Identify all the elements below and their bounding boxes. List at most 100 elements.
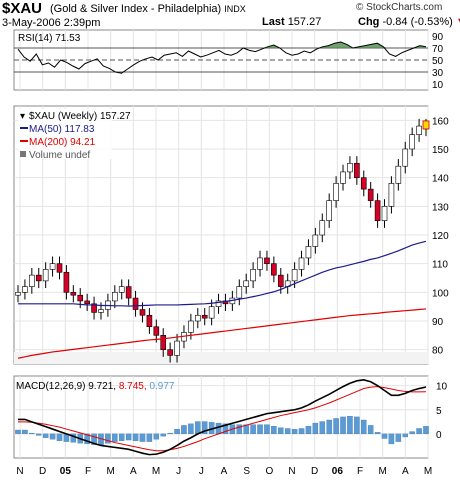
macd-histogram-bar bbox=[70, 433, 77, 443]
macd-histogram-bar bbox=[250, 424, 256, 435]
macd-histogram-bar bbox=[29, 432, 35, 435]
candle-body bbox=[264, 257, 270, 264]
candle-body bbox=[49, 263, 56, 270]
candle-body bbox=[153, 326, 160, 336]
x-tick-label: 06 bbox=[332, 466, 344, 477]
candle-body bbox=[201, 314, 208, 319]
macd-histogram-bar bbox=[236, 424, 243, 435]
candle-body bbox=[250, 269, 256, 282]
macd-histogram-bar bbox=[201, 421, 208, 435]
change: Chg -0.84 (-0.53%) ▼ bbox=[358, 16, 460, 28]
price-tick-label: 90 bbox=[432, 317, 444, 328]
candle-body bbox=[257, 257, 263, 270]
candle-body bbox=[326, 200, 332, 221]
x-tick-label: J bbox=[176, 466, 181, 477]
macd-histogram-bar bbox=[153, 433, 160, 440]
macd-tick-label: 0 bbox=[436, 430, 442, 441]
candle-body bbox=[388, 183, 395, 207]
macd-histogram-bar bbox=[333, 418, 339, 435]
legend-price-icon: ▾ bbox=[20, 111, 25, 122]
macd-histogram-bar bbox=[416, 428, 422, 435]
macd-histogram-bar bbox=[291, 429, 298, 435]
macd-histogram-bar bbox=[278, 427, 284, 435]
macd-label: MACD(12,26,9) 9.721, 8.745, 0.977 bbox=[16, 381, 175, 392]
macd-histogram-bar bbox=[305, 426, 312, 435]
macd-histogram-bar bbox=[264, 424, 270, 435]
macd-histogram-bar bbox=[326, 419, 332, 435]
candle-body bbox=[125, 286, 132, 299]
symbol-title: $XAU bbox=[2, 0, 43, 17]
volume-strip bbox=[14, 352, 428, 364]
macd-histogram-bar bbox=[243, 424, 249, 435]
candle-body bbox=[188, 320, 194, 333]
candle-body bbox=[146, 314, 153, 328]
candle-body bbox=[63, 271, 70, 293]
x-tick-label: D bbox=[39, 466, 46, 477]
candle-body bbox=[312, 234, 319, 247]
x-tick-label: N bbox=[16, 466, 23, 477]
price-tick-label: 110 bbox=[432, 260, 448, 271]
macd-histogram-bar bbox=[146, 433, 153, 442]
ma50-line bbox=[18, 240, 427, 307]
stockcharts-logo: © StockCharts.com bbox=[356, 2, 443, 13]
candle-body bbox=[354, 163, 360, 178]
candle-body bbox=[402, 148, 409, 167]
macd-histogram-bar bbox=[22, 429, 28, 435]
macd-histogram-bar bbox=[195, 421, 201, 435]
macd-tick-label: 10 bbox=[436, 382, 448, 393]
macd-histogram-bar bbox=[423, 426, 429, 435]
x-tick-label: A bbox=[130, 466, 137, 477]
macd-histogram-bar bbox=[361, 419, 367, 435]
candle-body bbox=[291, 269, 298, 282]
candle-body bbox=[381, 206, 388, 221]
candle-body bbox=[360, 177, 367, 190]
candle-body bbox=[29, 274, 35, 287]
chg-value: -0.84 (-0.53%) bbox=[382, 16, 453, 28]
legend-background bbox=[18, 109, 112, 159]
macd-histogram-bar bbox=[56, 433, 63, 441]
last-price: Last 157.27 bbox=[262, 16, 321, 28]
macd-histogram-bar bbox=[167, 432, 173, 435]
macd-histogram-bar bbox=[132, 433, 139, 441]
candle-body bbox=[374, 200, 381, 221]
rsi-tick-label: 90 bbox=[432, 32, 444, 43]
candle-body bbox=[319, 220, 326, 236]
down-arrow-icon: ▼ bbox=[456, 16, 460, 28]
x-tick-label: A bbox=[402, 466, 409, 477]
candle-body bbox=[139, 309, 146, 316]
price-tick-label: 120 bbox=[432, 231, 449, 242]
macd-histogram-bar bbox=[347, 415, 353, 435]
price-tick-label: 150 bbox=[432, 145, 449, 156]
candle-body bbox=[118, 286, 125, 293]
macd-histogram-bar bbox=[367, 425, 374, 435]
macd-histogram-bar bbox=[298, 428, 305, 435]
macd-signal-value: 8.745, bbox=[119, 381, 150, 392]
macd-tick-label: 5 bbox=[436, 406, 442, 417]
price-tick-label: 140 bbox=[432, 174, 449, 185]
last-label: Last bbox=[262, 16, 285, 28]
candle-body bbox=[42, 269, 49, 282]
candle-body bbox=[215, 300, 222, 307]
x-tick-label: F bbox=[85, 466, 91, 477]
macd-histogram-bar bbox=[257, 424, 263, 435]
x-tick-label: M bbox=[424, 466, 432, 477]
candle-body bbox=[56, 263, 63, 273]
candle-body bbox=[98, 309, 104, 313]
index-name: (Gold & Silver Index - Philadelphia) IND… bbox=[50, 3, 246, 15]
macd-hist-value: 0.977 bbox=[149, 381, 174, 392]
macd-histogram-bar bbox=[15, 429, 21, 435]
exchange-label: INDX bbox=[224, 4, 246, 14]
legend-volume-swatch bbox=[20, 151, 26, 157]
macd-signal-line bbox=[18, 386, 427, 452]
macd-histogram-bar bbox=[271, 426, 277, 435]
candle-body bbox=[347, 163, 353, 173]
candle-body bbox=[132, 297, 139, 310]
macd-histogram-bar bbox=[388, 433, 395, 445]
macd-histogram-bar bbox=[222, 423, 229, 435]
macd-line bbox=[18, 379, 427, 456]
x-tick-label: O bbox=[265, 466, 273, 477]
macd-histogram-bar bbox=[139, 433, 146, 442]
macd-histogram-bar bbox=[284, 428, 291, 435]
candle-body bbox=[22, 286, 28, 293]
